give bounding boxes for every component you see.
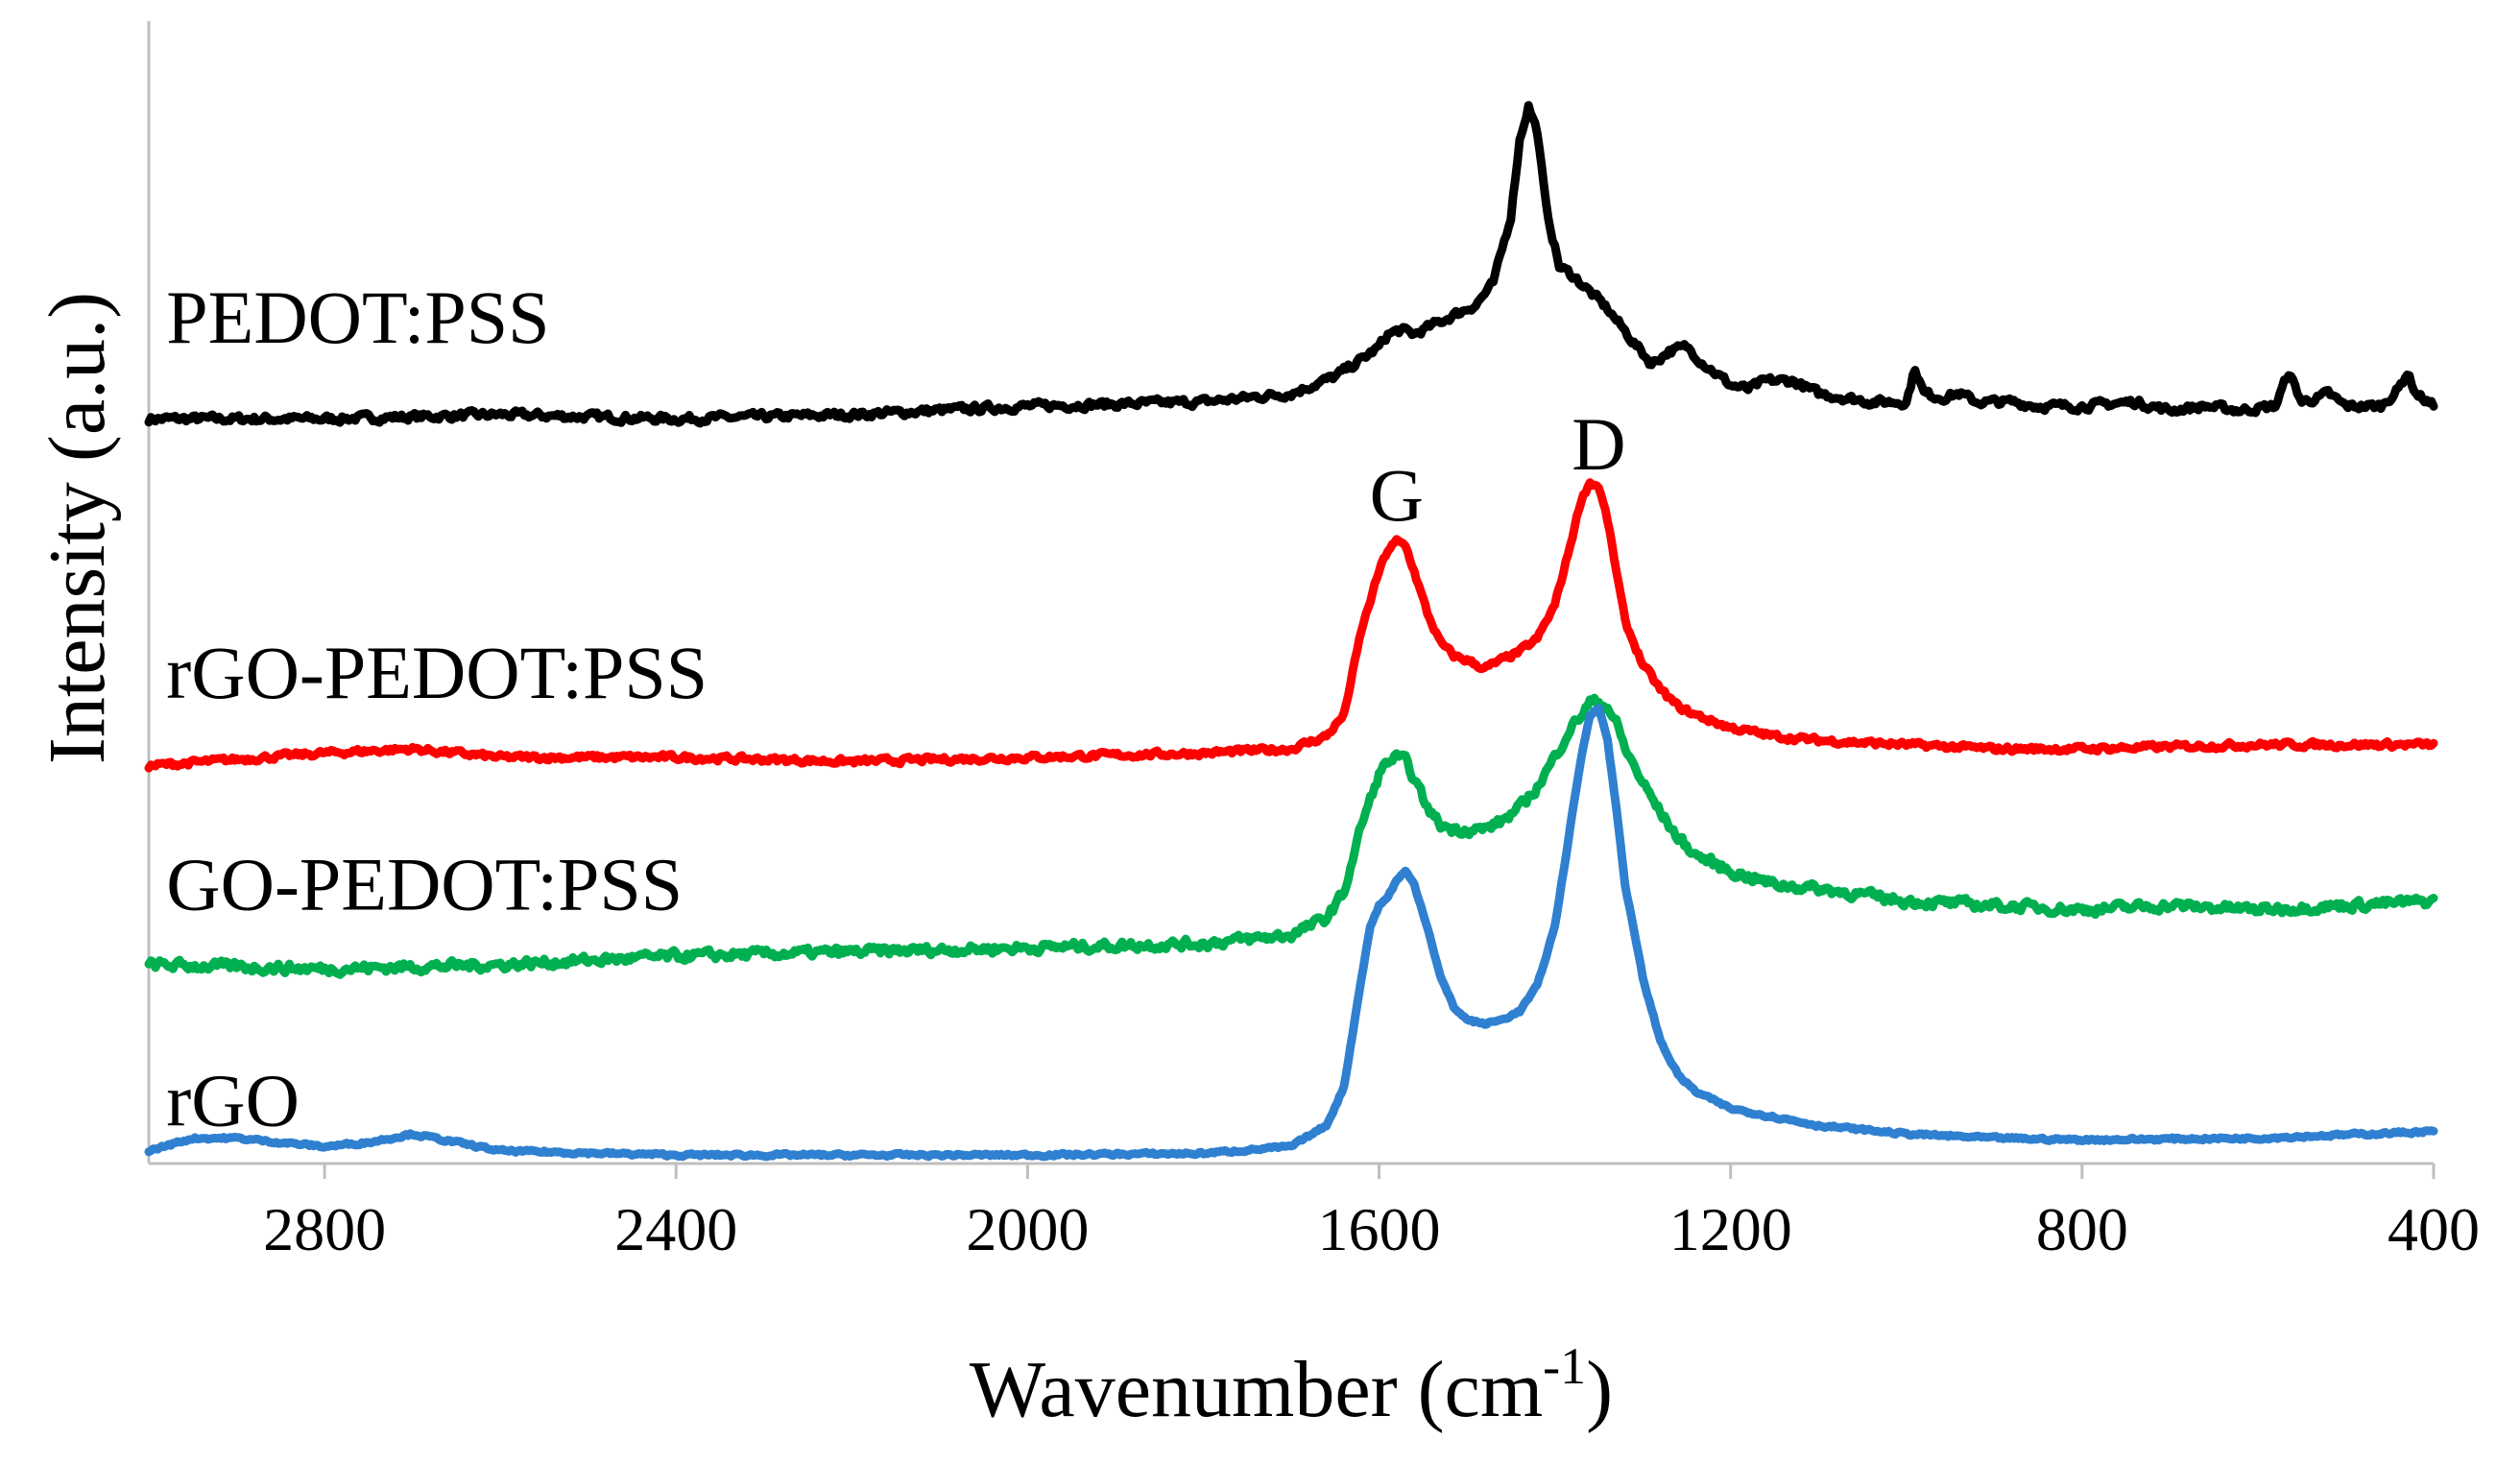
series-line-pedot-pss: [144, 101, 2438, 428]
series-line-rgo: [144, 704, 2438, 1162]
x-axis-title-superscript: -1: [1543, 1337, 1586, 1395]
x-tick-label: 400: [2388, 1195, 2480, 1263]
x-tick-label: 2800: [263, 1195, 386, 1263]
x-axis-title-close: ): [1586, 1345, 1613, 1434]
peak-label-g: G: [1370, 453, 1424, 537]
series-labels: PEDOT:PSS rGO-PEDOT:PSS GO-PEDOT:PSS rGO: [166, 276, 708, 1141]
x-tick-label: 800: [2036, 1195, 2128, 1263]
x-axis-title-main: Wavenumber (cm: [970, 1345, 1543, 1434]
series-lines: [144, 101, 2438, 1162]
x-axis-title: Wavenumber (cm-1): [970, 1337, 1613, 1434]
x-tick-label: 2000: [966, 1195, 1089, 1263]
y-axis-title: Intensity (a.u.): [33, 292, 122, 764]
x-tick-label: 2400: [614, 1195, 737, 1263]
x-axis-ticks: 2800 2400 2000 1600 1200 800 400: [263, 1164, 2480, 1263]
peak-annotations: GD: [1370, 402, 1626, 537]
series-line-go-pedot-pss: [144, 693, 2438, 979]
series-line-rgo-pedot-pss: [144, 478, 2438, 773]
peak-label-d: D: [1572, 402, 1625, 486]
x-tick-label: 1600: [1318, 1195, 1441, 1263]
x-tick-label: 1200: [1669, 1195, 1792, 1263]
series-label-rgo: rGO: [166, 1058, 300, 1141]
series-label-pedot-pss: PEDOT:PSS: [166, 276, 549, 359]
series-label-go-pedot-pss: GO-PEDOT:PSS: [166, 843, 683, 926]
series-label-rgo-pedot-pss: rGO-PEDOT:PSS: [166, 631, 708, 714]
